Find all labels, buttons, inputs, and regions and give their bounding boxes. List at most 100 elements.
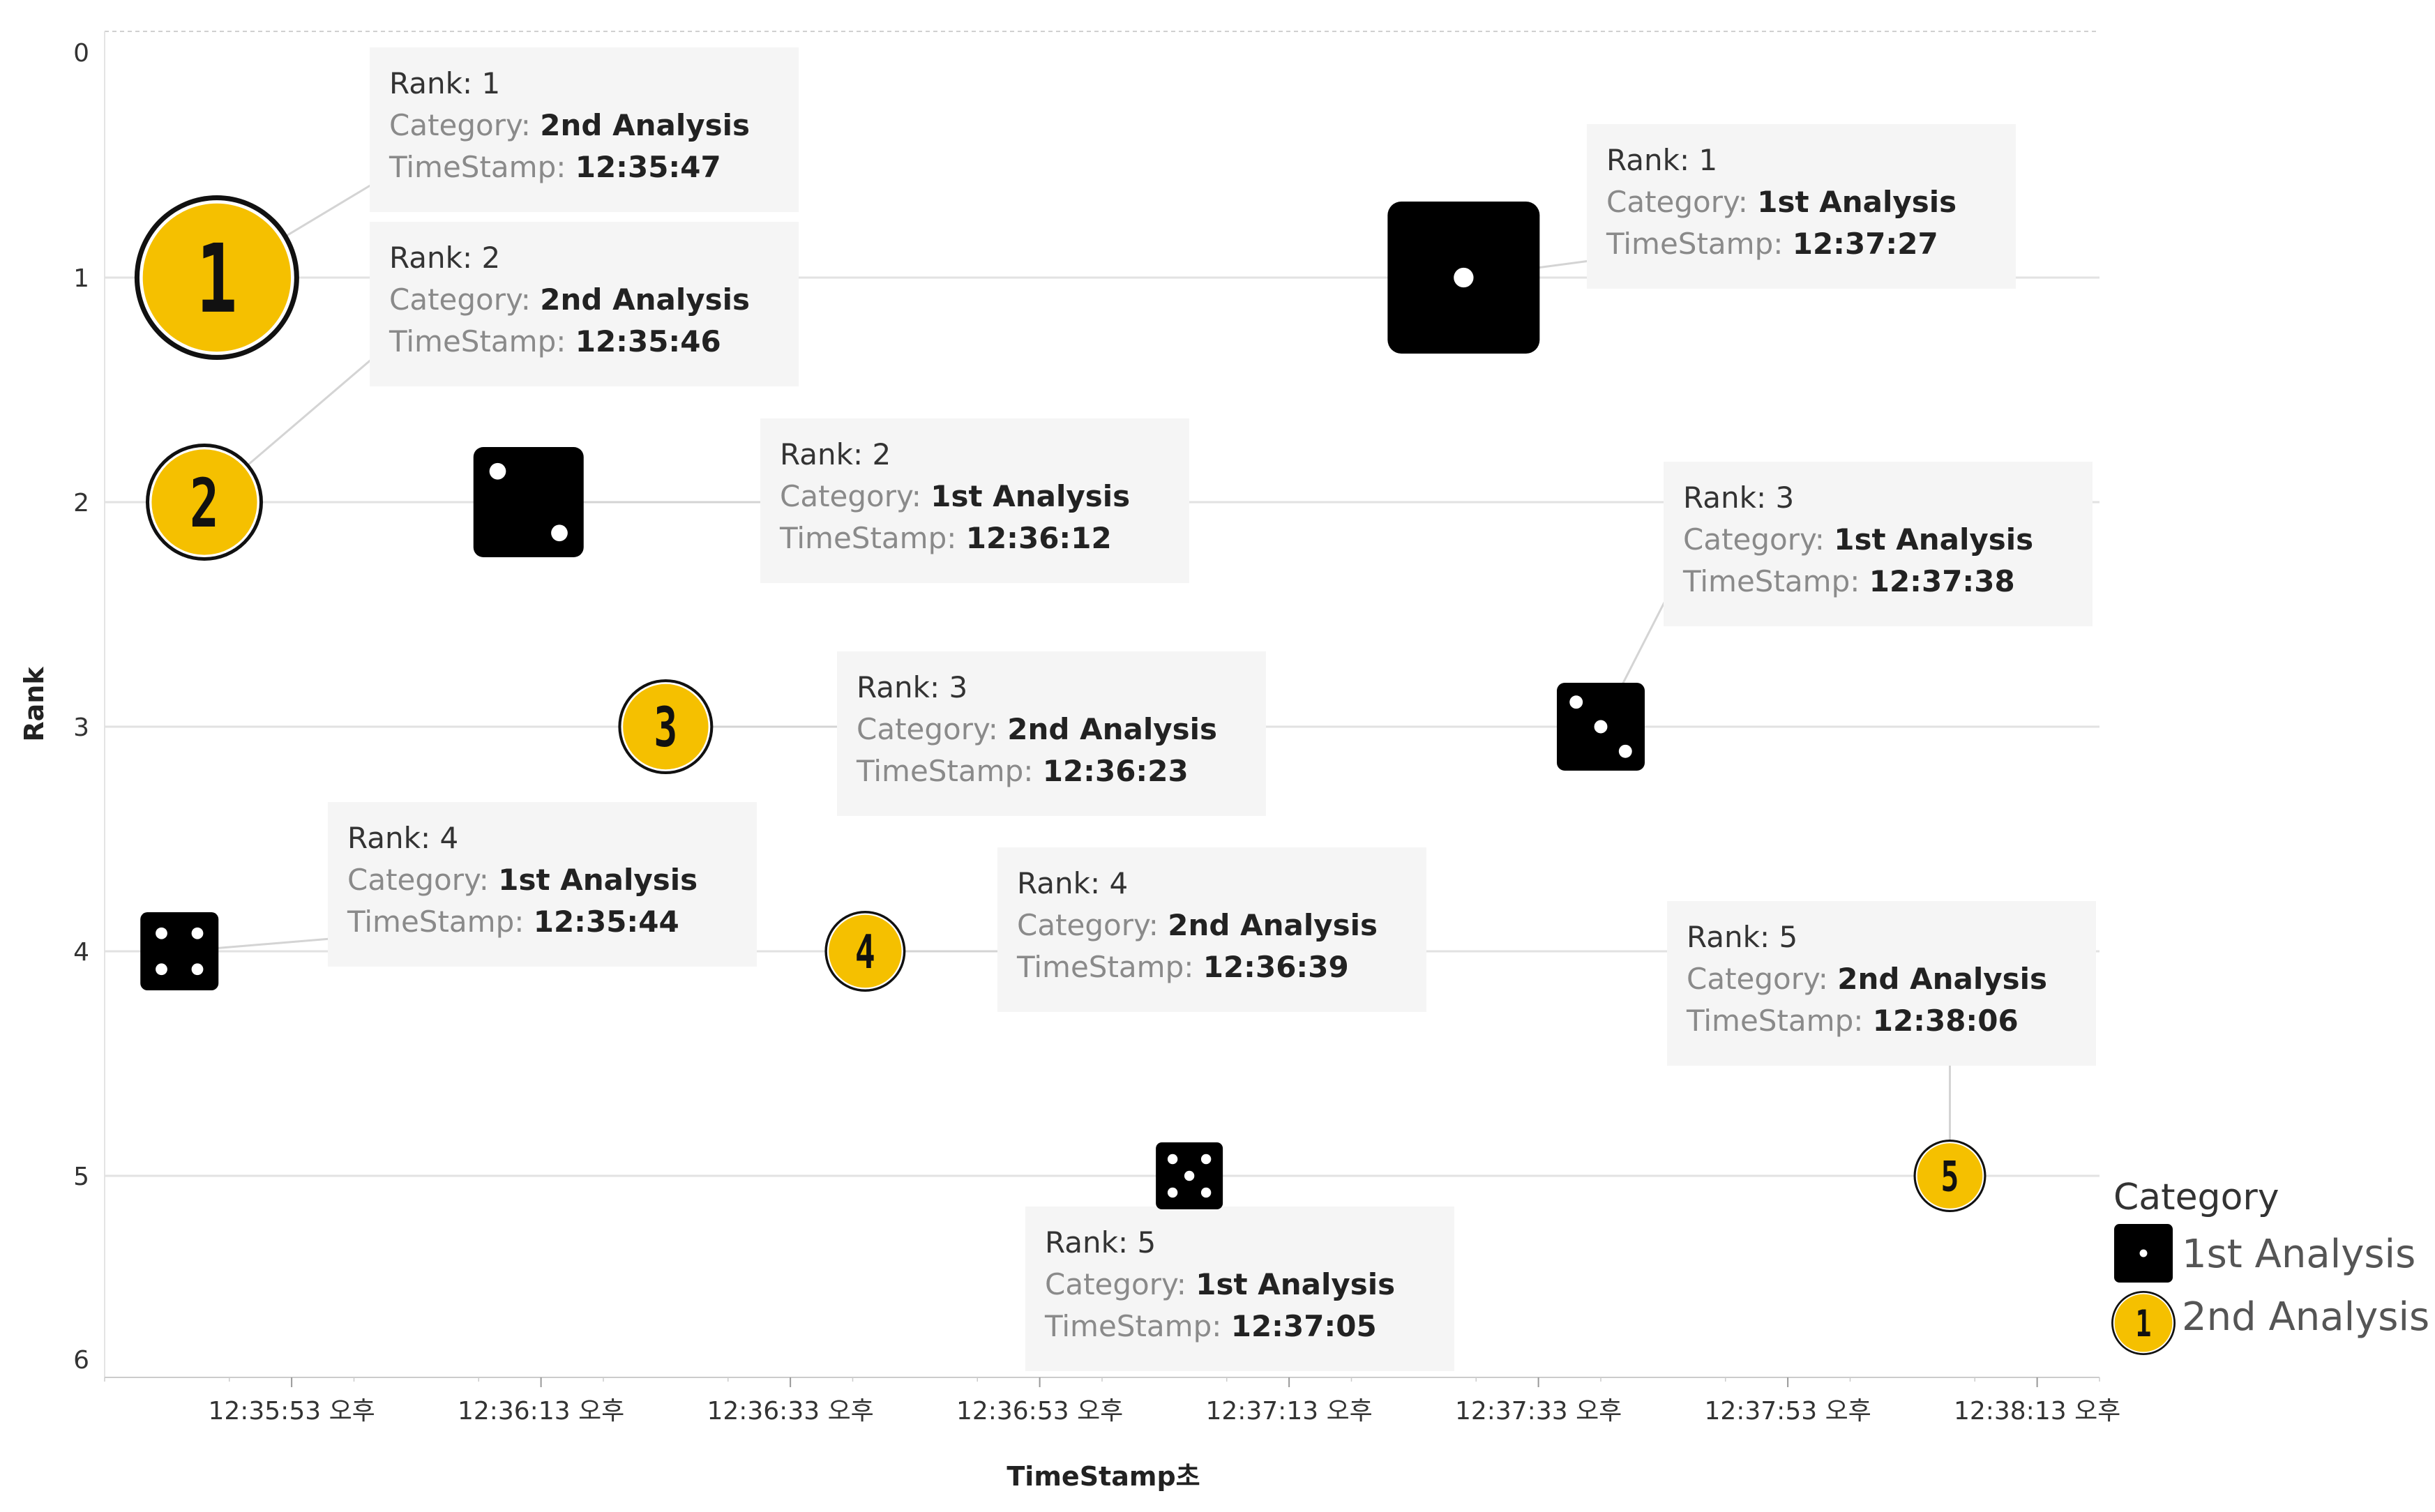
circle-fill [829,914,902,988]
tooltip-timestamp-key: TimeStamp: [856,754,1043,788]
tooltip-category-key: Category: [1045,1267,1196,1301]
die-marker-rank-4 [140,912,219,990]
tooltip-rank-4-second: Rank: 4 Category: 2nd Analysis TimeStamp: … [997,847,1426,1012]
tooltip-rank-value: 5 [1779,920,1797,954]
tooltip-rank-key: Rank: [1045,1225,1137,1260]
y-tick-label: 5 [73,1163,89,1191]
tooltip-rank-1-second: Rank: 1 Category: 2nd Analysis TimeStamp: … [370,47,799,212]
x-tick-label: 12:37:53 오후 [1704,1397,1871,1426]
tooltip-background [837,651,1266,816]
tooltip-category-value: 2nd Analysis [1007,712,1217,746]
tooltip-rank-key: Rank: [1687,920,1779,954]
tooltip-timestamp-value: 12:35:46 [575,324,721,358]
tooltip-rank-value: 1 [1698,143,1717,177]
circle-number: 1 [196,224,237,334]
circle-marker-rank-1: 1 [134,195,299,360]
die-pip [1200,1154,1212,1165]
tooltip-category-line: Category: 1st Analysis [347,863,698,897]
tooltip-timestamp-value: 12:35:47 [575,150,721,184]
tooltip-category-line: Category: 1st Analysis [1683,522,2033,557]
tooltip-category-line: Category: 2nd Analysis [389,282,750,317]
x-tick-label: 12:38:13 오후 [1954,1397,2120,1426]
die-pip [1594,720,1608,734]
tooltip-rank-value: 4 [439,821,458,855]
die-marker-rank-3 [1557,683,1645,771]
legend-item-2nd-analysis: 1 2nd Analysis [2111,1291,2429,1355]
tooltip-timestamp-key: TimeStamp: [779,521,966,555]
tooltip-rank-line: Rank: 4 [1017,866,1128,900]
tooltip-timestamp-line: TimeStamp: 12:38:06 [1686,1004,2019,1038]
tooltip-layer: Rank: 1 Category: 1st Analysis TimeStamp: … [328,47,2096,1371]
tooltip-rank-key: Rank: [389,66,481,100]
legend-title: Category [2113,1177,2279,1218]
tooltip-timestamp-key: TimeStamp: [347,905,534,939]
tooltip-rank-4-first: Rank: 4 Category: 1st Analysis TimeStamp: … [328,802,757,967]
die-pip [489,462,506,480]
y-tick-label: 2 [73,489,89,517]
tooltip-timestamp-line: TimeStamp: 12:35:46 [389,324,721,358]
y-tick-label: 4 [73,938,89,967]
tooltip-rank-key: Rank: [389,241,481,275]
tooltip-rank-2-second: Rank: 2 Category: 2nd Analysis TimeStamp: … [370,222,799,386]
tooltip-timestamp-value: 12:37:27 [1793,227,1938,261]
tooltip-background [1667,901,2096,1066]
circle-number: 2 [190,464,219,542]
tooltip-rank-line: Rank: 4 [347,821,458,855]
tooltip-rank-key: Rank: [857,670,949,704]
die-face [140,912,219,990]
legend-die-icon [2114,1224,2173,1283]
die-pip [191,963,204,976]
tooltip-timestamp-line: TimeStamp: 12:37:05 [1044,1309,1377,1343]
tooltip-category-value: 1st Analysis [1196,1267,1395,1301]
tooltip-category-key: Category: [780,479,930,513]
tooltip-category-value: 1st Analysis [498,863,698,897]
tooltip-timestamp-value: 12:35:44 [534,905,679,939]
tooltip-background [760,418,1189,583]
tooltip-category-key: Category: [347,863,498,897]
tooltip-category-key: Category: [1683,522,1834,557]
circle-number: 5 [1941,1154,1959,1202]
die-marker-rank-1 [1387,202,1540,354]
circle-fill [151,449,257,555]
die-pip [1167,1154,1178,1165]
tooltip-timestamp-value: 12:37:38 [1869,564,2015,598]
tooltip-timestamp-key: TimeStamp: [1686,1004,1873,1038]
circle-number: 3 [654,697,677,760]
die-pip [191,927,204,939]
tooltip-rank-value: 4 [1109,866,1128,900]
tooltip-timestamp-line: TimeStamp: 12:37:38 [1682,564,2015,598]
circle-fill [142,203,292,352]
tooltip-timestamp-value: 12:36:23 [1043,754,1189,788]
circle-marker-rank-4: 4 [824,911,906,992]
tooltip-category-line: Category: 1st Analysis [780,479,1130,513]
tooltip-timestamp-value: 12:38:06 [1873,1004,2019,1038]
tooltip-rank-value: 3 [949,670,967,704]
circle-fill [1917,1143,1983,1209]
tooltip-category-value: 2nd Analysis [540,108,750,142]
axis-layer: Rank TimeStamp초 0 1 2 3 4 5 6 12:35:53 오후 12:36:… [19,39,2120,1492]
tooltip-rank-3-first: Rank: 3 Category: 1st Analysis TimeStamp: … [1664,462,2093,626]
tooltip-timestamp-key: TimeStamp: [1016,950,1203,984]
tooltip-category-key: Category: [389,108,540,142]
circle-marker-rank-2: 2 [146,444,263,561]
tooltip-rank-key: Rank: [1606,143,1698,177]
circle-number: 4 [855,925,875,979]
circle-fill [2114,1294,2173,1352]
tooltip-rank-key: Rank: [1683,481,1775,515]
tooltip-rank-key: Rank: [780,437,872,471]
tooltip-timestamp-line: TimeStamp: 12:36:12 [779,521,1112,555]
tooltip-rank-line: Rank: 3 [857,670,967,704]
tooltip-rank-line: Rank: 1 [389,66,500,100]
tooltip-category-value: 1st Analysis [1757,185,1957,219]
tooltip-category-value: 2nd Analysis [1168,908,1378,942]
circle-marker-rank-3: 3 [618,679,714,774]
tooltip-category-value: 2nd Analysis [1837,962,2047,996]
die-marker-rank-2 [473,447,584,557]
tooltip-category-line: Category: 2nd Analysis [857,712,1217,746]
die-pip [156,927,167,939]
die-pip [1569,695,1583,709]
tooltip-timestamp-key: TimeStamp: [389,324,575,358]
y-axis-title: Rank [19,667,50,742]
legend-circle-icon: 1 [2111,1291,2176,1355]
tooltip-category-key: Category: [857,712,1007,746]
